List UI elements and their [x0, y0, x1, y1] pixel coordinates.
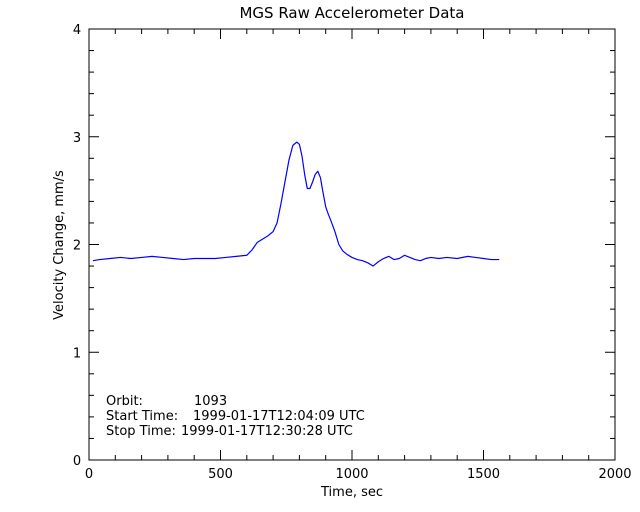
x-tick-label: 0 [85, 467, 93, 482]
plot-frame [88, 28, 616, 461]
y-tick-label: 1 [73, 346, 81, 361]
series-layer [92, 141, 500, 267]
x-tick-label: 500 [208, 467, 233, 482]
x-axis-label: Time, sec [320, 485, 383, 500]
annotation-orbit-value: 1093 [194, 394, 227, 409]
y-tick-label: 0 [73, 454, 81, 469]
annotation-stop-time: Stop Time: 1999-01-17T12:30:28 UTC [106, 424, 353, 439]
x-tick-label: 1500 [467, 467, 500, 482]
x-tick-label: 1000 [335, 467, 368, 482]
y-tick-label: 3 [73, 131, 81, 146]
annotation-start-label: Start Time: [106, 409, 178, 424]
annotation-stop-value: 1999-01-17T12:30:28 UTC [181, 424, 353, 439]
annotation-start-value: 1999-01-17T12:04:09 UTC [193, 409, 365, 424]
y-axis-label: Velocity Change, mm/s [52, 170, 67, 320]
annotation-orbit-label: Orbit: [106, 394, 143, 409]
annotation-stop-label: Stop Time: [106, 424, 176, 439]
y-axis: 0 1 2 3 4 [73, 23, 615, 469]
series-line [92, 141, 500, 267]
chart-title: MGS Raw Accelerometer Data [239, 4, 464, 22]
y-tick-label: 2 [73, 239, 81, 254]
x-axis: 0 500 1000 1500 2000 [85, 29, 632, 482]
y-tick-label: 4 [73, 23, 81, 38]
x-tick-label: 2000 [598, 467, 631, 482]
annotations: Orbit: 1093 Start Time: 1999-01-17T12:04… [106, 394, 365, 439]
annotation-start-time: Start Time: 1999-01-17T12:04:09 UTC [106, 409, 365, 424]
annotation-orbit: Orbit: 1093 [106, 394, 227, 409]
